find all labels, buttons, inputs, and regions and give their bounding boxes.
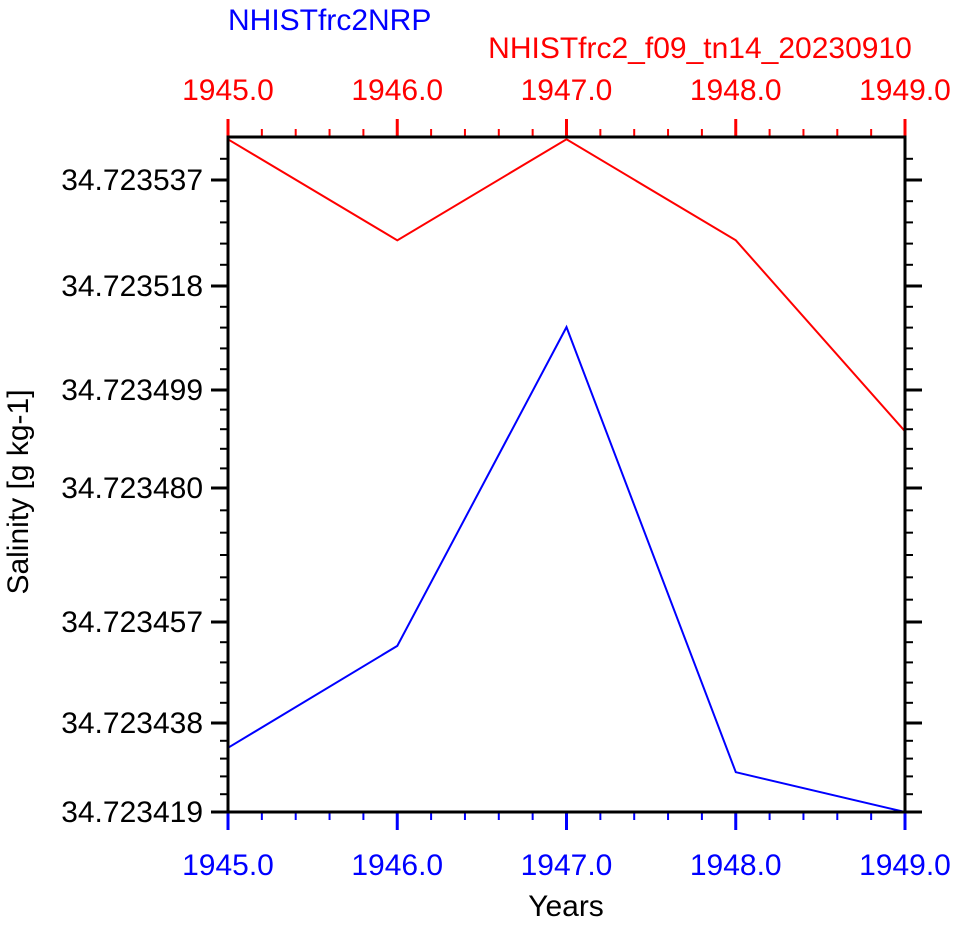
axes-ticks-layer: 34.723537 34.723518 34.723499 34.723480 34.7… bbox=[61, 74, 951, 882]
x-tick-label-top: 1947.0 bbox=[521, 74, 613, 107]
y-tick-label: 34.723480 bbox=[61, 472, 203, 505]
x-tick-label-bottom: 1946.0 bbox=[351, 849, 443, 882]
x-axis-title: Years bbox=[528, 890, 604, 923]
y-tick-label: 34.723438 bbox=[61, 707, 203, 740]
plot-frame bbox=[226, 135, 907, 814]
x-tick-label-bottom: 1949.0 bbox=[859, 849, 951, 882]
y-tick-label: 34.723499 bbox=[61, 374, 203, 407]
x-tick-label-top: 1948.0 bbox=[690, 74, 782, 107]
x-tick-label-top: 1945.0 bbox=[182, 74, 274, 107]
y-tick-label: 34.723457 bbox=[61, 606, 203, 639]
blue-series-line bbox=[227, 324, 906, 813]
x-tick-label-bottom: 1947.0 bbox=[521, 849, 613, 882]
x-tick-label-bottom: 1948.0 bbox=[690, 849, 782, 882]
y-tick-label: 34.723518 bbox=[61, 270, 203, 303]
series-title-red: NHISTfrc2_f09_tn14_20230910 bbox=[488, 32, 912, 65]
series-title-blue: NHISTfrc2NRP bbox=[228, 4, 431, 37]
y-tick-label: 34.723537 bbox=[61, 164, 203, 197]
y-tick-label: 34.723419 bbox=[61, 796, 203, 829]
red-series-line bbox=[227, 138, 906, 432]
x-tick-label-top: 1949.0 bbox=[859, 74, 951, 107]
y-axis-title: Salinity [g kg-1] bbox=[2, 389, 35, 594]
series-lines-layer bbox=[227, 138, 906, 813]
x-tick-label-top: 1946.0 bbox=[351, 74, 443, 107]
x-tick-label-bottom: 1945.0 bbox=[182, 849, 274, 882]
